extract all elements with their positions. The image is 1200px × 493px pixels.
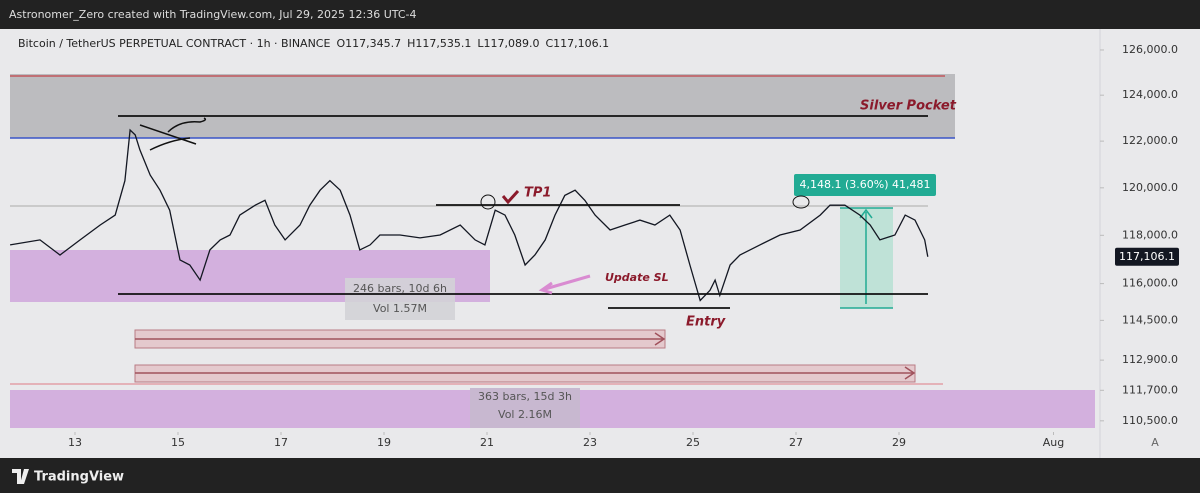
footer [0, 458, 1200, 493]
credit: Astronomer_Zero created with TradingView… [9, 8, 416, 21]
y-tick-label: 112,900.0 [1122, 353, 1178, 366]
check-mark [501, 189, 520, 205]
x-tick-label: 25 [686, 436, 700, 449]
x-tick-label: 17 [274, 436, 288, 449]
y-tick-label: 126,000.0 [1122, 43, 1178, 56]
x-tick-label: 23 [583, 436, 597, 449]
circle-mark [480, 194, 496, 210]
y-tick-label: 124,000.0 [1122, 88, 1178, 101]
sl-label: Update SL [605, 271, 669, 284]
price-line [9, 128, 929, 302]
x-tick-label: 27 [789, 436, 803, 449]
sl-arrow [538, 274, 591, 295]
measure-lines [840, 207, 893, 309]
range-bars: 363 bars, 15d 3h [478, 390, 572, 403]
brand: TradingView [34, 470, 124, 485]
y-tick-label: 111,700.0 [1122, 383, 1178, 396]
y-tick-label: 122,000.0 [1122, 134, 1178, 147]
logo [12, 469, 29, 484]
ohlc-close: C117,106.1 [546, 37, 610, 50]
x-tick-label: 21 [480, 436, 494, 449]
entry-label: Entry [686, 315, 726, 330]
y-tick-label: 116,000.0 [1122, 277, 1178, 290]
measure-label: 4,148.1 (3.60%) 41,481 [800, 178, 931, 191]
ohlc-high: H117,535.1 [407, 37, 471, 50]
range-bars: 246 bars, 10d 6h [353, 282, 447, 295]
range-arrow [135, 332, 666, 346]
tp-label: TP1 [524, 186, 551, 201]
y-tick-label: 120,000.0 [1122, 181, 1178, 194]
symbol: Bitcoin / TetherUS PERPETUAL CONTRACT · … [18, 37, 609, 50]
x-tick-label: 15 [171, 436, 185, 449]
range-label-box [345, 278, 455, 320]
top-bar [0, 0, 1200, 29]
x-tick-label: 13 [68, 436, 82, 449]
x-tick-label: Aug [1043, 436, 1064, 449]
range-arrow [135, 366, 916, 380]
cross-mark [139, 117, 207, 151]
ohlc-open: O117,345.7 [336, 37, 401, 50]
measure-label-box [794, 174, 936, 196]
y-tick-label: 110,500.0 [1122, 414, 1178, 427]
scale-mode[interactable]: A [1151, 436, 1159, 449]
ohlc-low: L117,089.0 [477, 37, 539, 50]
symbol-name: Bitcoin / TetherUS PERPETUAL CONTRACT · … [18, 37, 330, 50]
x-tick-label: 19 [377, 436, 391, 449]
x-tick-label: 29 [892, 436, 906, 449]
zone [10, 74, 955, 138]
range-volume: Vol 1.57M [373, 302, 427, 315]
last-price-label: 117,106.1 [1119, 250, 1175, 263]
price-line [9, 128, 929, 302]
y-tick-label: 118,000.0 [1122, 228, 1178, 241]
circle-mark [792, 195, 810, 209]
y-tick-label: 114,500.0 [1122, 313, 1178, 326]
range-volume: Vol 2.16M [498, 408, 552, 421]
last-price-box [1115, 247, 1179, 266]
zone-label: Silver Pocket [860, 99, 957, 114]
range-label-box [470, 388, 580, 428]
